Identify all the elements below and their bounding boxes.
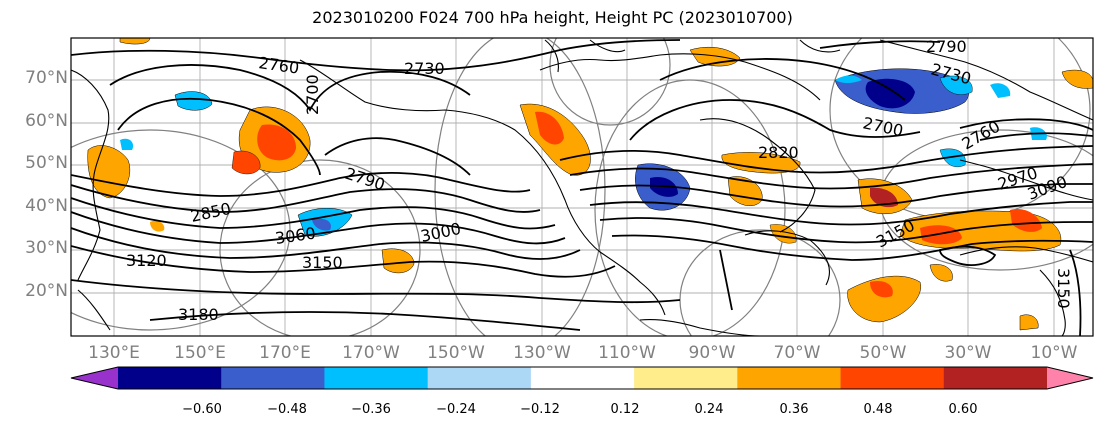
colorbar-segment bbox=[118, 367, 222, 389]
lon-tick-label: 30°W bbox=[944, 343, 992, 363]
colorbar-extend-high bbox=[1047, 367, 1093, 389]
colorbar-label: 0.12 bbox=[610, 402, 640, 417]
colorbar-segment bbox=[840, 367, 945, 389]
lon-tick-label: 150°W bbox=[427, 343, 485, 363]
contour-label: 3150 bbox=[1054, 268, 1073, 309]
lon-tick-label: 150°E bbox=[174, 343, 226, 363]
colorbar-outline bbox=[70, 366, 1094, 390]
lat-tick-label: 30°N bbox=[25, 238, 68, 258]
lon-tick-label: 170°W bbox=[342, 343, 400, 363]
contour-label: 2730 bbox=[404, 59, 445, 78]
colorbar-segment bbox=[221, 367, 325, 389]
colorbar bbox=[70, 366, 1094, 390]
lon-tick-label: 70°W bbox=[773, 343, 821, 363]
lat-tick-label: 20°N bbox=[25, 281, 68, 301]
contour-label: 2820 bbox=[758, 143, 799, 162]
colorbar-label: −0.12 bbox=[520, 402, 560, 417]
colorbar-segment bbox=[634, 367, 738, 389]
lon-tick-label: 10°W bbox=[1030, 343, 1078, 363]
colorbar-label: −0.48 bbox=[267, 402, 307, 417]
colorbar-label: 0.60 bbox=[948, 402, 978, 417]
colorbar-segment bbox=[324, 367, 429, 389]
lon-tick-label: 50°W bbox=[859, 343, 907, 363]
lon-tick-label: 130°E bbox=[88, 343, 140, 363]
lon-tick-label: 90°W bbox=[688, 343, 736, 363]
colorbar-label: 0.24 bbox=[694, 402, 724, 417]
colorbar-segment bbox=[530, 367, 635, 389]
colorbar-label: −0.24 bbox=[436, 402, 476, 417]
lat-tick-label: 50°N bbox=[25, 153, 68, 173]
colorbar-label: 0.48 bbox=[863, 402, 893, 417]
lat-tick-label: 70°N bbox=[25, 68, 68, 88]
contour-label: 2700 bbox=[303, 74, 322, 115]
map-frame bbox=[70, 37, 1094, 337]
lon-tick-label: 110°W bbox=[598, 343, 656, 363]
height-contours bbox=[71, 39, 1093, 336]
colorbar-label: 0.36 bbox=[779, 402, 809, 417]
colorbar-label: −0.36 bbox=[351, 402, 391, 417]
map-title: 2023010200 F024 700 hPa height, Height P… bbox=[312, 8, 793, 27]
lon-tick-label: 130°W bbox=[513, 343, 571, 363]
contour-label: 3150 bbox=[302, 253, 343, 272]
colorbar-segment bbox=[943, 367, 1048, 389]
colorbar-label: −0.60 bbox=[182, 402, 222, 417]
coastlines bbox=[71, 39, 1093, 336]
lat-tick-label: 40°N bbox=[25, 196, 68, 216]
contour-label: 2790 bbox=[926, 37, 967, 56]
colorbar-extend-low bbox=[71, 367, 118, 389]
contour-label: 3120 bbox=[126, 251, 167, 270]
colorbar-segment bbox=[737, 367, 842, 389]
negative-anomalies bbox=[120, 68, 1047, 237]
contour-label: 3180 bbox=[178, 305, 219, 324]
lat-tick-label: 60°N bbox=[25, 111, 68, 131]
lon-tick-label: 170°E bbox=[259, 343, 311, 363]
colorbar-segment bbox=[427, 367, 532, 389]
